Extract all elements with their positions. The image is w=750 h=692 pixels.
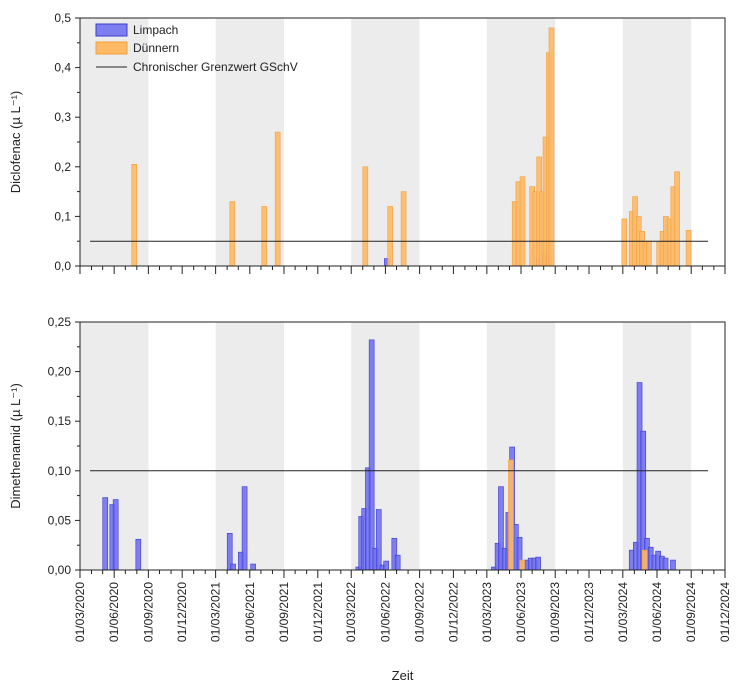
legend-label-duennern: Dünnern <box>133 41 179 55</box>
x-tick-label: 01/06/2020 <box>107 582 121 642</box>
shaded-period-1 <box>215 18 284 266</box>
y-tick-label: 0,5 <box>54 11 71 25</box>
bar-dnnern-16 <box>548 27 555 267</box>
diclofenac-panel: 0,0 0,1 0,2 0,3 0,4 0,5 Diclofenac (µ L⁻¹) Li… <box>8 11 726 274</box>
y-tick-label: 0,2 <box>54 160 71 174</box>
x-tick-label: 01/03/2022 <box>344 582 358 642</box>
x-tick-label: 01/09/2024 <box>684 582 698 642</box>
x-tick-label: 01/03/2024 <box>616 582 630 642</box>
x-tick-label: 01/03/2021 <box>209 582 223 642</box>
y-tick-label: 0,20 <box>48 365 72 379</box>
shaded-period-4 <box>622 322 692 570</box>
y-tick-label: 0,3 <box>54 110 71 124</box>
x-tick-label: 01/12/2024 <box>718 582 732 642</box>
bars <box>102 339 676 571</box>
y-axis-label: Dimethenamid (µ L⁻¹) <box>8 383 23 509</box>
x-tick-label: 01/09/2020 <box>141 582 155 642</box>
bar-dnnern-2 <box>261 206 268 267</box>
y-tick-label: 0,25 <box>48 315 72 329</box>
bar-dnnern-9 <box>519 176 526 267</box>
bar-limpach-15 <box>375 509 382 571</box>
x-tick-label: 01/03/2020 <box>73 582 87 642</box>
x-tick-labels: 01/03/2020 01/06/2020 01/09/2020 01/12/2020… <box>73 582 732 642</box>
bar-limpach-17 <box>383 560 389 571</box>
shaded-period-3 <box>486 322 556 570</box>
x-tick-label: 01/12/2021 <box>311 582 325 642</box>
bar-dnnern-0 <box>131 164 138 267</box>
x-tick-label: 01/12/2023 <box>582 582 596 642</box>
bar-limpach-32 <box>535 556 541 571</box>
x-tick-label: 01/06/2021 <box>243 582 257 642</box>
x-tick-label: 01/09/2022 <box>413 582 427 642</box>
bar-dnnern-30 <box>685 229 692 267</box>
legend-swatch-duennern <box>95 41 128 55</box>
bar-limpach-7 <box>241 486 248 571</box>
bar-limpach-13 <box>368 339 375 571</box>
bar-dnnern-4 <box>362 166 369 267</box>
x-tick-label: 01/09/2021 <box>277 582 291 642</box>
y-tick-label: 0,10 <box>48 464 72 478</box>
y-tick-label: 0,0 <box>54 259 71 273</box>
bar-limpach-2 <box>112 499 119 571</box>
bar-dnnern-17 <box>621 218 628 267</box>
legend: Limpach Dünnern Chronischer Grenzwert GS… <box>95 23 298 74</box>
bar-dnnern-1 <box>519 559 525 571</box>
y-axis-label: Diclofenac (µ L⁻¹) <box>8 91 23 194</box>
bar-dnnern-2 <box>641 549 648 571</box>
bar-limpach-5 <box>230 563 236 571</box>
bar-dnnern-6 <box>400 191 407 267</box>
x-axis-label: Zeit <box>392 668 414 683</box>
bar-limpach-43 <box>670 559 676 571</box>
legend-label-threshold: Chronischer Grenzwert GSchV <box>133 60 298 74</box>
bar-dnnern-29 <box>674 171 680 267</box>
y-tick-label: 0,4 <box>54 61 71 75</box>
x-tick-label: 01/06/2023 <box>514 582 528 642</box>
seasonal-shading <box>80 322 692 570</box>
bar-dnnern-23 <box>646 240 652 267</box>
bar-limpach-3 <box>135 538 142 571</box>
bar-limpach-19 <box>394 554 401 571</box>
x-tick-label: 01/03/2023 <box>480 582 494 642</box>
bar-dnnern-0 <box>508 459 514 571</box>
bars <box>131 27 692 267</box>
bar-dnnern-1 <box>229 201 236 267</box>
shaded-period-1 <box>215 322 284 570</box>
x-tick-label: 01/12/2022 <box>446 582 460 642</box>
bar-limpach-0 <box>102 497 109 571</box>
bar-dnnern-5 <box>387 206 394 267</box>
shaded-period-2 <box>351 18 420 266</box>
bar-limpach-42 <box>662 557 669 571</box>
dimethenamid-panel: 0,00 0,05 0,10 0,15 0,20 0,25 01/03/2020 01/06… <box>8 315 732 683</box>
y-tick-label: 0,15 <box>48 414 72 428</box>
shaded-period-0 <box>80 18 149 266</box>
legend-label-limpach: Limpach <box>133 23 178 37</box>
tick-labels: 0,00 0,05 0,10 0,15 0,20 0,25 <box>48 315 726 578</box>
bar-dnnern-3 <box>274 131 281 267</box>
x-tick-label: 01/09/2023 <box>548 582 562 642</box>
x-tick-label: 01/12/2020 <box>175 582 189 642</box>
tick-labels: 0,0 0,1 0,2 0,3 0,4 0,5 <box>54 11 726 274</box>
x-tick-label: 01/06/2024 <box>650 582 664 642</box>
y-tick-label: 0,1 <box>54 209 71 223</box>
legend-swatch-limpach <box>95 23 128 37</box>
y-tick-label: 0,00 <box>48 563 72 577</box>
x-tick-label: 01/06/2022 <box>378 582 392 642</box>
bar-limpach-8 <box>250 563 256 571</box>
seasonal-shading <box>80 18 692 266</box>
y-tick-label: 0,05 <box>48 513 72 527</box>
